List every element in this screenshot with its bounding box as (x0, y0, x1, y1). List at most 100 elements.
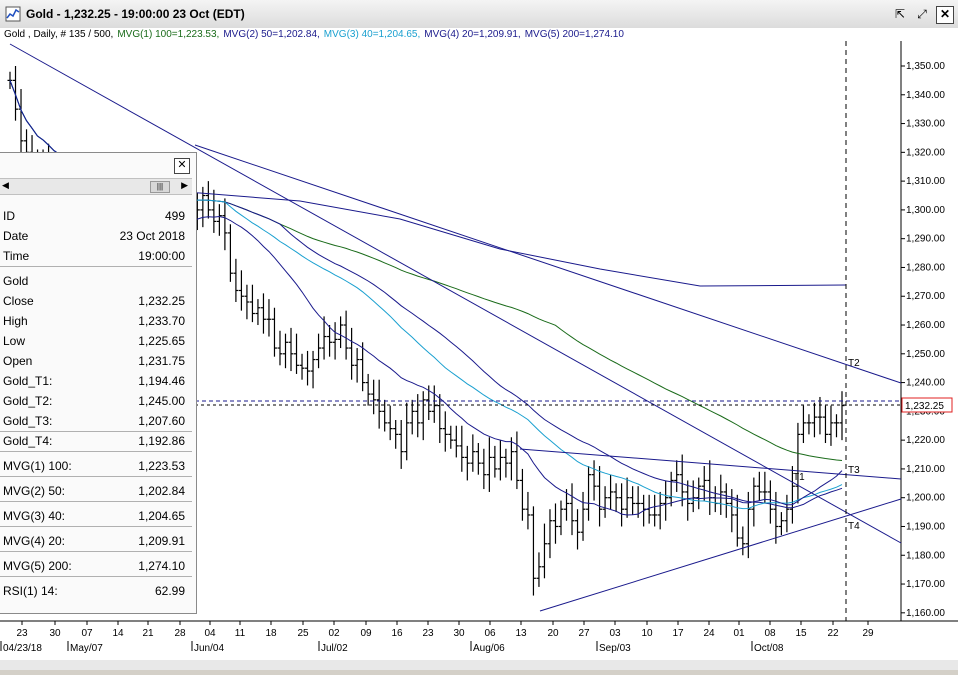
trendline-t4 (539, 498, 902, 612)
scroll-thumb[interactable]: ||| (150, 181, 170, 193)
y-tick-label: 1,260.00 (906, 320, 945, 331)
y-tick-label: 1,250.00 (906, 349, 945, 360)
trendline-label: T1 (793, 472, 805, 483)
trendline-t3 (519, 448, 902, 480)
y-tick-label: 1,300.00 (906, 205, 945, 216)
x-tick-label: 03 (609, 628, 621, 639)
panel-row-label: Gold_T1: (3, 374, 53, 388)
panel-row-label: Open (3, 354, 33, 368)
panel-row-label: Gold_T4: (3, 434, 53, 448)
scroll-left-icon[interactable]: ◀ (2, 180, 9, 190)
panel-row-gold: Gold (0, 271, 192, 291)
panel-row-label: Gold (3, 274, 29, 288)
panel-row-value: 1,204.65 (138, 509, 185, 523)
panel-row-mvg-1-100: MVG(1) 100: 1,223.53 (0, 456, 192, 477)
panel-row-value: 1,274.10 (138, 559, 185, 573)
x-month-label: Jul/02 (321, 643, 348, 654)
panel-row-value: 1,225.65 (138, 334, 185, 348)
panel-row-mvg-3-40: MVG(3) 40: 1,204.65 (0, 506, 192, 527)
panel-row-label: Gold_T3: (3, 414, 53, 428)
x-month-label: May/07 (70, 643, 103, 654)
y-tick-label: 1,170.00 (906, 579, 945, 590)
panel-row-close: Close 1,232.25 (0, 291, 192, 311)
y-tick-label: 1,280.00 (906, 262, 945, 273)
x-tick-label: 09 (360, 628, 372, 639)
x-tick-label: 23 (16, 628, 28, 639)
mvg5-info: MVG(5) 200=1,274.10 (524, 29, 624, 40)
x-month-label: Oct/08 (754, 643, 784, 654)
panel-row-value: 1,231.75 (138, 354, 185, 368)
panel-row-mvg-5-200: MVG(5) 200: 1,274.10 (0, 556, 192, 577)
panel-row-label: MVG(1) 100: (3, 459, 72, 473)
panel-row-value: 23 Oct 2018 (119, 229, 185, 243)
x-tick-label: 02 (328, 628, 340, 639)
panel-row-low: Low 1,225.65 (0, 331, 192, 351)
panel-row-value: 1,223.53 (138, 459, 185, 473)
y-tick-label: 1,190.00 (906, 521, 945, 532)
panel-row-label: ID (3, 209, 15, 223)
last-price-box (901, 397, 953, 413)
y-tick-label: 1,330.00 (906, 119, 945, 130)
panel-row-label: Gold_T2: (3, 394, 53, 408)
x-month-label: Aug/06 (473, 643, 505, 654)
y-tick-label: 1,310.00 (906, 176, 945, 187)
x-tick-label: 16 (391, 628, 403, 639)
x-tick-label: 08 (764, 628, 776, 639)
x-tick-label: 20 (547, 628, 559, 639)
panel-row-id: ID 499 (0, 206, 192, 226)
x-tick-label: 14 (112, 628, 124, 639)
panel-row-label: Close (3, 294, 34, 308)
panel-row-label: RSI(1) 14: (3, 584, 58, 598)
scroll-right-icon[interactable]: ▶ (181, 180, 188, 190)
panel-row-gold-t2: Gold_T2: 1,245.00 (0, 391, 192, 411)
last-price-label: 1,232.25 (905, 401, 944, 412)
y-tick-label: 1,180.00 (906, 550, 945, 561)
mvg4-info: MVG(4) 20=1,209.91, (424, 29, 521, 40)
panel-row-value: 1,207.60 (138, 414, 185, 428)
panel-horizontal-scrollbar[interactable]: ◀ ||| ▶ (0, 178, 192, 195)
mvg3-info: MVG(3) 40=1,204.65, (323, 29, 421, 40)
y-tick-label: 1,240.00 (906, 378, 945, 389)
x-tick-label: 15 (795, 628, 807, 639)
y-tick-label: 1,210.00 (906, 464, 945, 475)
panel-row-mvg-4-20: MVG(4) 20: 1,209.91 (0, 531, 192, 552)
panel-row-value: 1,245.00 (138, 394, 185, 408)
x-tick-label: 22 (827, 628, 839, 639)
symbol-info: Gold , Daily, # 135 / 500, (4, 29, 114, 40)
x-month-label: 04/23/18 (3, 643, 42, 654)
panel-close-icon[interactable]: ✕ (174, 158, 190, 174)
restore-window-icon[interactable]: ⇱ (894, 7, 906, 21)
panel-row-gold-t3: Gold_T3: 1,207.60 (0, 411, 192, 432)
window-titlebar: Gold - 1,232.25 - 19:00:00 23 Oct (EDT) … (0, 0, 958, 29)
panel-row-gold-t4: Gold_T4: 1,192.86 (0, 431, 192, 452)
y-tick-label: 1,200.00 (906, 493, 945, 504)
panel-row-label: Time (3, 249, 30, 263)
panel-row-gold-t1: Gold_T1: 1,194.46 (0, 371, 192, 391)
trendline-label: T2 (848, 358, 860, 369)
maximize-window-icon[interactable]: ⤢ (917, 7, 927, 21)
y-tick-label: 1,320.00 (906, 147, 945, 158)
panel-row-value: 1,233.70 (138, 314, 185, 328)
indicator-info-line: Gold , Daily, # 135 / 500, MVG(1) 100=1,2… (0, 28, 958, 41)
panel-row-rsi-1-14: RSI(1) 14: 62.99 (0, 581, 192, 601)
close-window-icon[interactable]: ✕ (936, 6, 954, 24)
bottom-status-strip (0, 660, 958, 670)
x-tick-label: 30 (49, 628, 61, 639)
panel-row-label: MVG(5) 200: (3, 559, 72, 573)
panel-row-date: Date 23 Oct 2018 (0, 226, 192, 246)
x-tick-label: 10 (641, 628, 653, 639)
x-tick-label: 17 (672, 628, 684, 639)
trendline-label: T3 (848, 465, 860, 476)
mvg2-info: MVG(2) 50=1,202.84, (223, 29, 320, 40)
x-month-label: Jun/04 (194, 643, 224, 654)
panel-row-time: Time 19:00:00 (0, 246, 192, 267)
x-tick-label: 18 (265, 628, 277, 639)
x-tick-label: 21 (142, 628, 154, 639)
trendline-t1 (9, 43, 902, 544)
y-tick-label: 1,290.00 (906, 234, 945, 245)
x-tick-label: 30 (453, 628, 465, 639)
trendline-label: T4 (848, 521, 860, 532)
panel-row-value: 19:00:00 (138, 249, 185, 263)
panel-row-value: 1,192.86 (138, 434, 185, 448)
x-tick-label: 29 (862, 628, 874, 639)
